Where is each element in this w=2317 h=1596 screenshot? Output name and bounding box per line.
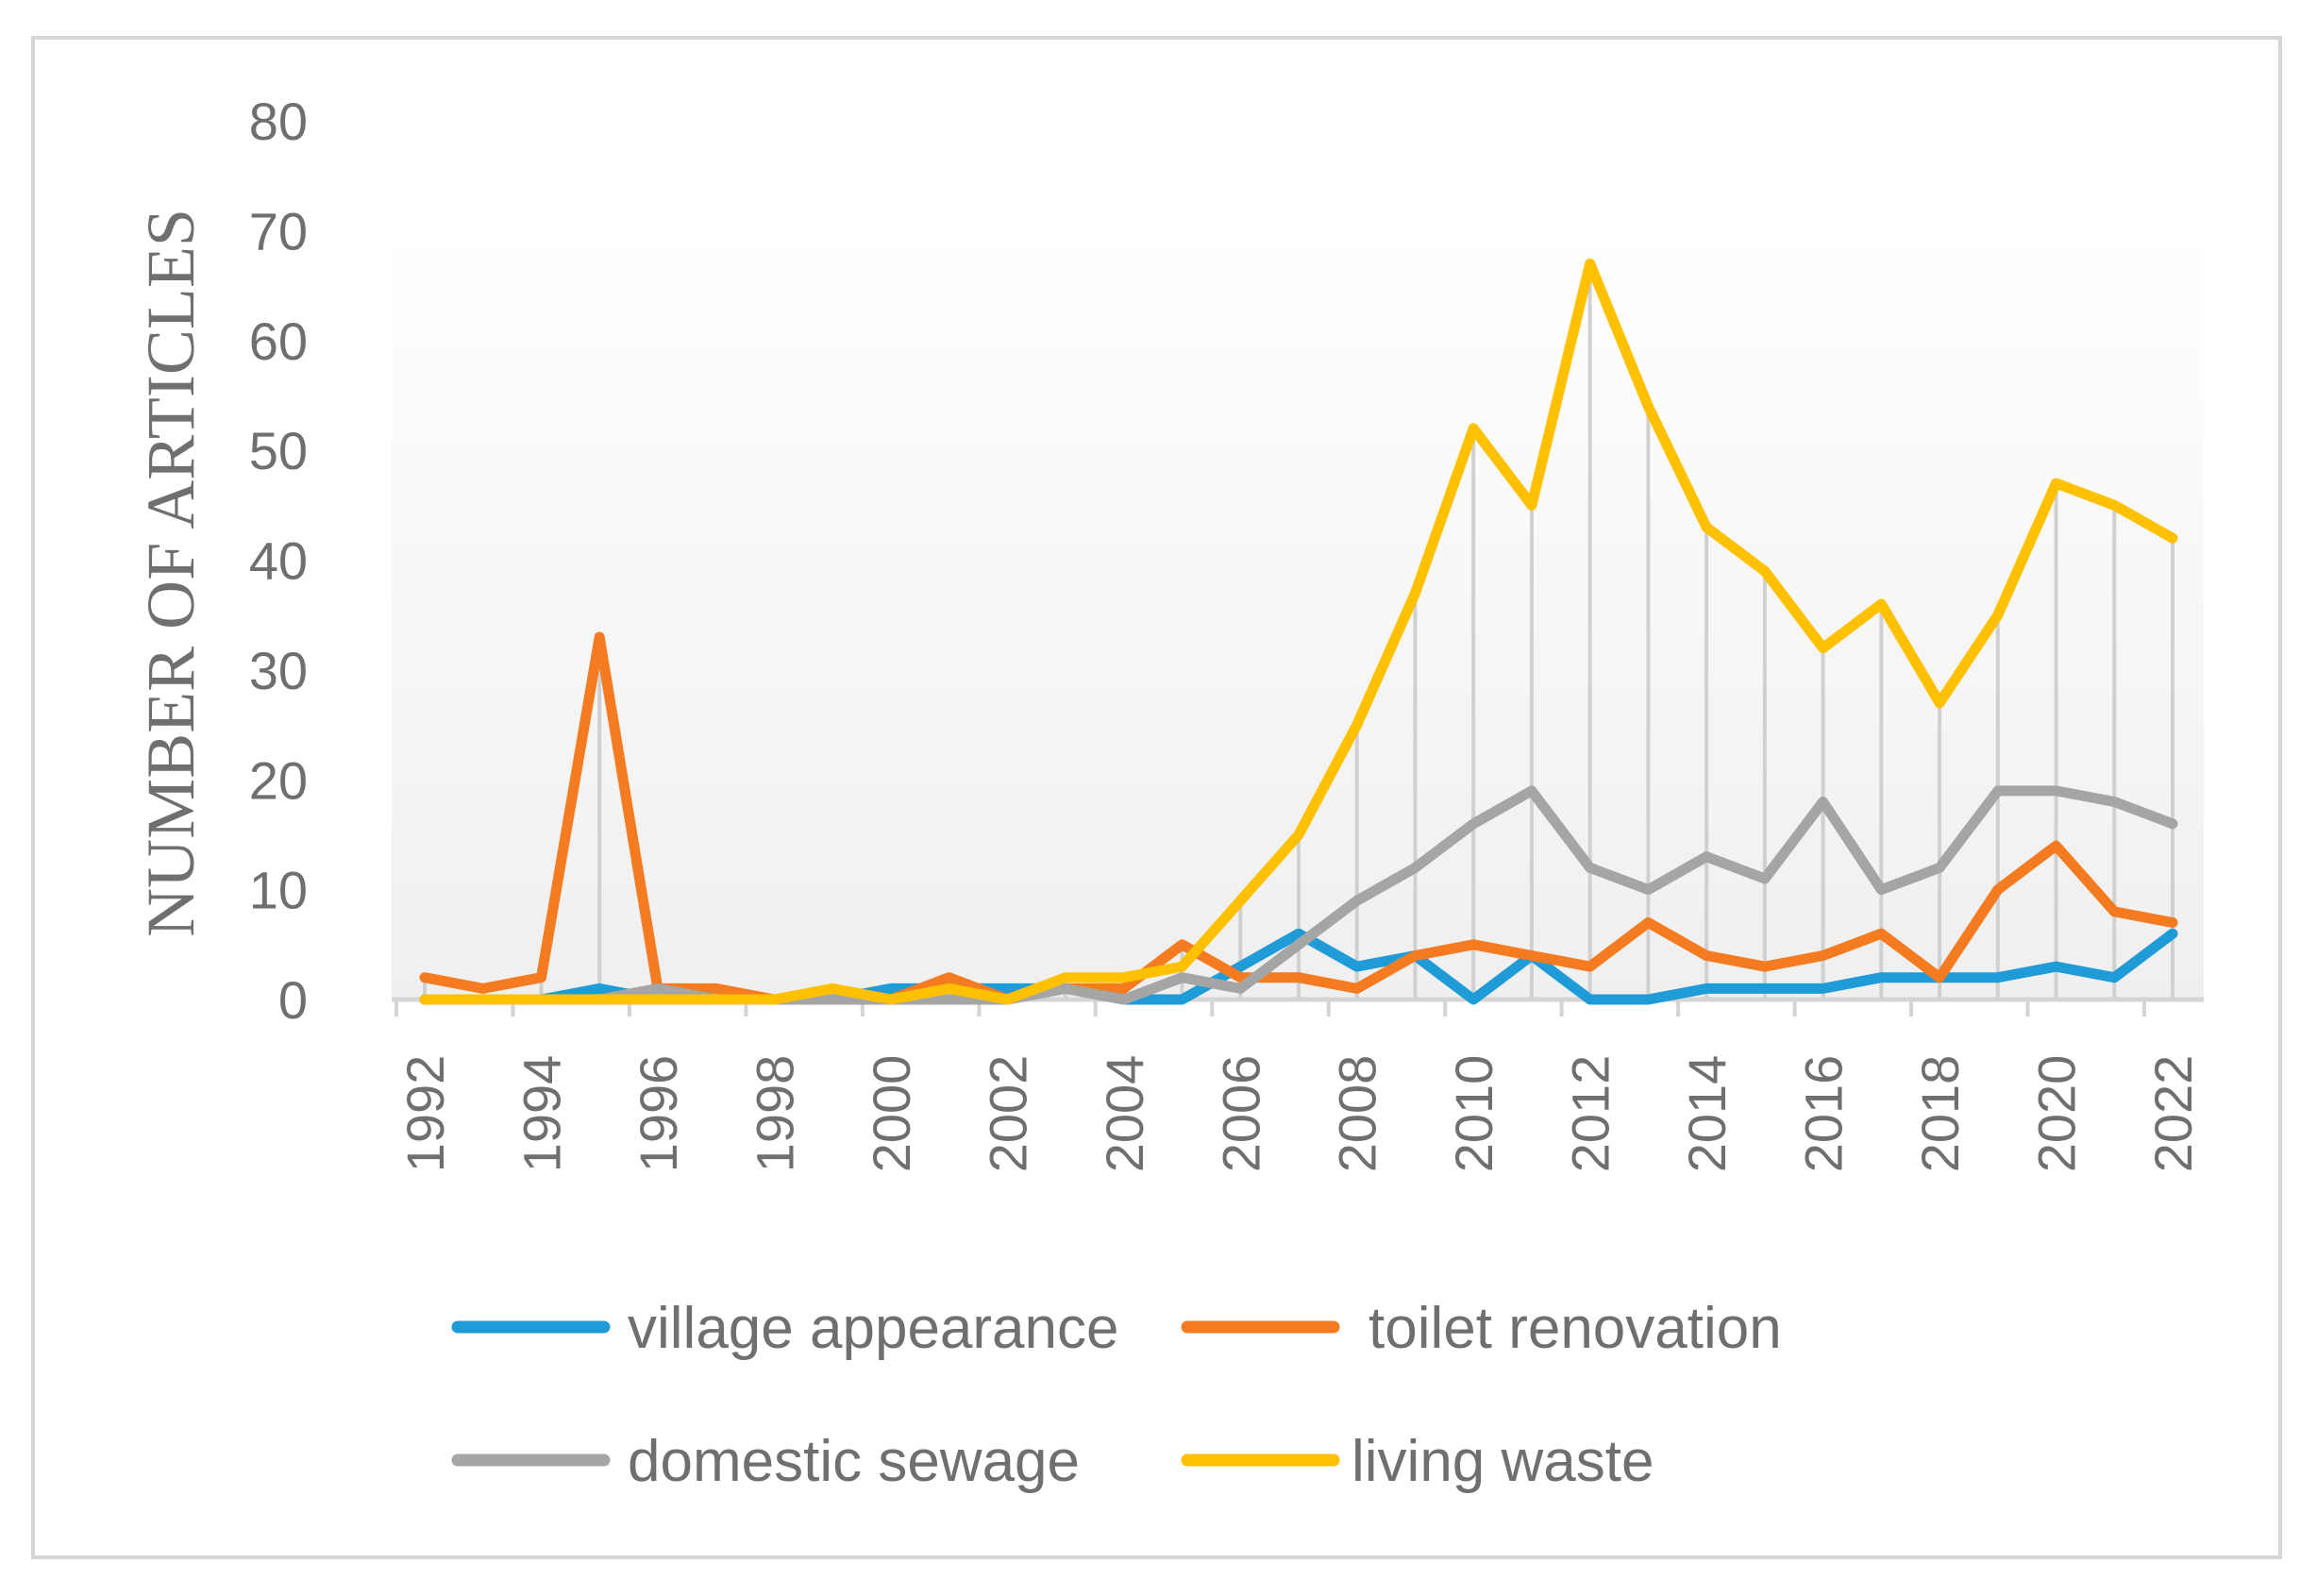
y-tick-label: 40 (249, 531, 308, 591)
x-tick-label: 2016 (1794, 1055, 1854, 1173)
x-tick-label: 1998 (745, 1055, 804, 1173)
y-tick-label: 20 (249, 750, 308, 810)
y-tick-label: 10 (249, 861, 308, 920)
x-tick-label: 2010 (1444, 1055, 1503, 1173)
x-tick-label: 2000 (862, 1055, 921, 1173)
x-tick-label: 2022 (2143, 1055, 2203, 1173)
y-tick-label: 0 (278, 970, 308, 1030)
y-tick-label: 60 (249, 311, 308, 371)
y-tick-label: 80 (249, 92, 308, 151)
x-tick-label: 2014 (1677, 1055, 1737, 1173)
x-tick-label: 2006 (1211, 1055, 1270, 1173)
y-axis-ticks: 0 10 20 30 40 50 60 70 80 (249, 92, 308, 1030)
legend: village appearance toilet renovation domes… (451, 1296, 1782, 1494)
y-tick-label: 70 (249, 201, 308, 260)
series-line-toilet-renovation (419, 631, 2178, 1005)
x-tick-label: 2018 (1910, 1055, 1970, 1173)
x-tick-label: 1994 (512, 1055, 571, 1173)
x-tick-label: 2012 (1561, 1055, 1620, 1173)
legend-label: living waste (1352, 1429, 1654, 1494)
x-tick-label: 1996 (629, 1055, 688, 1173)
series-line-living-waste (419, 258, 2178, 1005)
x-tick-label: 2002 (978, 1055, 1037, 1173)
legend-label: village appearance (628, 1296, 1119, 1361)
y-tick-label: 30 (249, 641, 308, 700)
y-axis-label: NUMBER OF ARTICLES (133, 209, 209, 937)
x-tick-label: 1992 (395, 1055, 455, 1173)
series-lines (419, 258, 2178, 1005)
x-tick-label: 2004 (1095, 1055, 1154, 1173)
legend-label: toilet renovation (1368, 1296, 1782, 1361)
y-tick-label: 50 (249, 421, 308, 480)
x-axis-ticks: 1992 1994 1996 1998 2000 2002 2004 2006 2008 2010… (395, 1055, 2203, 1173)
x-tick-label: 2020 (2027, 1055, 2087, 1173)
legend-label: domestic sewage (628, 1429, 1080, 1494)
x-tick-label: 2008 (1328, 1055, 1387, 1173)
